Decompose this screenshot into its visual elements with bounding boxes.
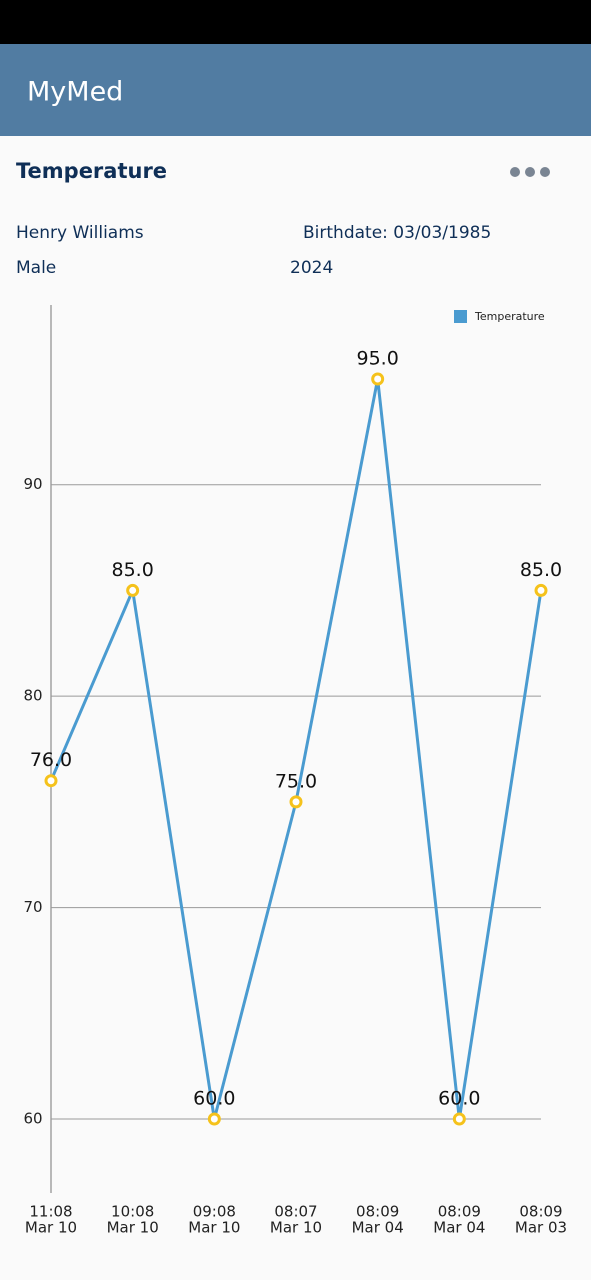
point-marker [44, 774, 58, 788]
x-tick-label: 10:08 [111, 1203, 154, 1221]
app-bar [0, 44, 591, 136]
value-label: 76.0 [30, 749, 72, 771]
legend-label: Temperature [474, 310, 545, 323]
value-label: 95.0 [357, 348, 399, 370]
series-line [49, 378, 543, 1120]
x-tick-label: 09:08 [193, 1203, 236, 1221]
value-label: 60.0 [438, 1088, 480, 1110]
y-tick-label: 70 [23, 898, 42, 916]
patient-name: Henry Williams [16, 223, 144, 243]
menu-dot [525, 167, 535, 177]
patient-sex: Male [16, 258, 56, 278]
x-tick-label: 08:09 [438, 1203, 481, 1221]
x-tick-label: Mar 10 [107, 1219, 159, 1237]
value-label: 85.0 [520, 559, 562, 581]
legend-swatch [454, 310, 467, 323]
x-tick-label: Mar 10 [270, 1219, 322, 1237]
value-label: 75.0 [275, 770, 317, 792]
patient-birthdate: Birthdate: 03/03/1985 [303, 223, 491, 243]
y-tick-label: 80 [23, 687, 42, 705]
status-bar [0, 0, 591, 44]
x-tick-label: Mar 04 [352, 1219, 404, 1237]
point-marker [534, 583, 548, 597]
card-title: Temperature [16, 159, 167, 183]
x-tick-label: Mar 03 [515, 1219, 567, 1237]
x-tick-label: 08:07 [274, 1203, 317, 1221]
patient-year: 2024 [290, 258, 333, 278]
x-tick-label: 11:08 [29, 1203, 72, 1221]
menu-dot [510, 167, 520, 177]
x-tick-label: Mar 10 [25, 1219, 77, 1237]
x-tick-label: 08:09 [356, 1203, 399, 1221]
menu-button[interactable] [510, 167, 550, 177]
x-tick-label: Mar 10 [188, 1219, 240, 1237]
point-marker [289, 795, 303, 809]
value-label: 85.0 [112, 559, 154, 581]
point-marker [452, 1112, 466, 1126]
x-tick-label: Mar 04 [433, 1219, 485, 1237]
point-marker [207, 1112, 221, 1126]
y-tick-label: 60 [23, 1110, 42, 1128]
point-marker [371, 372, 385, 386]
y-tick-label: 90 [23, 475, 42, 493]
app-title: MyMed [27, 77, 123, 108]
value-label: 60.0 [193, 1088, 235, 1110]
point-marker [126, 583, 140, 597]
x-tick-label: 08:09 [519, 1203, 562, 1221]
menu-dot [540, 167, 550, 177]
